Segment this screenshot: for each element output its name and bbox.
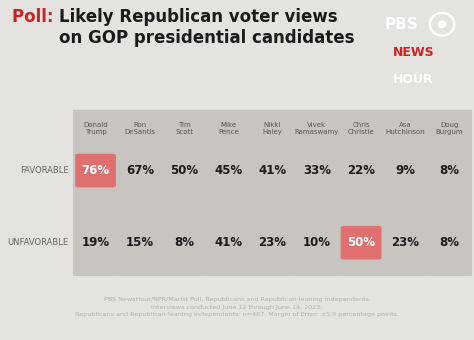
Circle shape [438,21,446,28]
Text: Doug
Burgum: Doug Burgum [436,122,463,135]
Text: Donald
Trump: Donald Trump [83,122,108,135]
FancyBboxPatch shape [338,110,383,276]
Text: Vivek
Ramaswamy: Vivek Ramaswamy [295,122,339,135]
FancyBboxPatch shape [294,110,339,276]
Text: 67%: 67% [126,164,154,177]
Text: HOUR: HOUR [393,73,434,86]
Text: 8%: 8% [439,236,459,249]
Text: 23%: 23% [391,236,419,249]
Text: 9%: 9% [395,164,415,177]
Text: 45%: 45% [214,164,242,177]
Text: 10%: 10% [303,236,331,249]
Text: 8%: 8% [174,236,194,249]
FancyBboxPatch shape [383,110,428,276]
Text: Nikki
Haley: Nikki Haley [263,122,283,135]
Text: 50%: 50% [170,164,198,177]
Text: Asa
Hutchinson: Asa Hutchinson [385,122,425,135]
Text: Likely Republican voter views
on GOP presidential candidates: Likely Republican voter views on GOP pre… [59,8,355,47]
Text: 15%: 15% [126,236,154,249]
FancyBboxPatch shape [117,110,163,276]
FancyBboxPatch shape [206,110,251,276]
Text: 50%: 50% [347,236,375,249]
Text: 19%: 19% [82,236,109,249]
Text: 41%: 41% [214,236,242,249]
Text: Poll:: Poll: [12,8,65,27]
FancyBboxPatch shape [73,110,118,276]
Text: 23%: 23% [258,236,287,249]
Text: UNFAVORABLE: UNFAVORABLE [8,238,69,247]
FancyBboxPatch shape [427,110,472,276]
Text: FAVORABLE: FAVORABLE [20,166,69,175]
Text: Chris
Christie: Chris Christie [347,122,374,135]
Text: 76%: 76% [82,164,109,177]
FancyBboxPatch shape [250,110,295,276]
Text: Mike
Pence: Mike Pence [218,122,239,135]
Text: 22%: 22% [347,164,375,177]
Text: 8%: 8% [439,164,459,177]
Text: NEWS: NEWS [393,46,434,59]
Text: 33%: 33% [303,164,331,177]
Text: Tim
Scott: Tim Scott [175,122,193,135]
Text: Ron
DeSantis: Ron DeSantis [124,122,155,135]
Text: PBS: PBS [384,17,418,32]
Text: PBS NewsHour/NPR/Marist Poll, Republicans and Republican-leaning independents.
I: PBS NewsHour/NPR/Marist Poll, Republican… [75,298,399,317]
Text: 41%: 41% [258,164,287,177]
FancyBboxPatch shape [162,110,207,276]
FancyBboxPatch shape [75,154,116,187]
FancyBboxPatch shape [341,226,382,259]
